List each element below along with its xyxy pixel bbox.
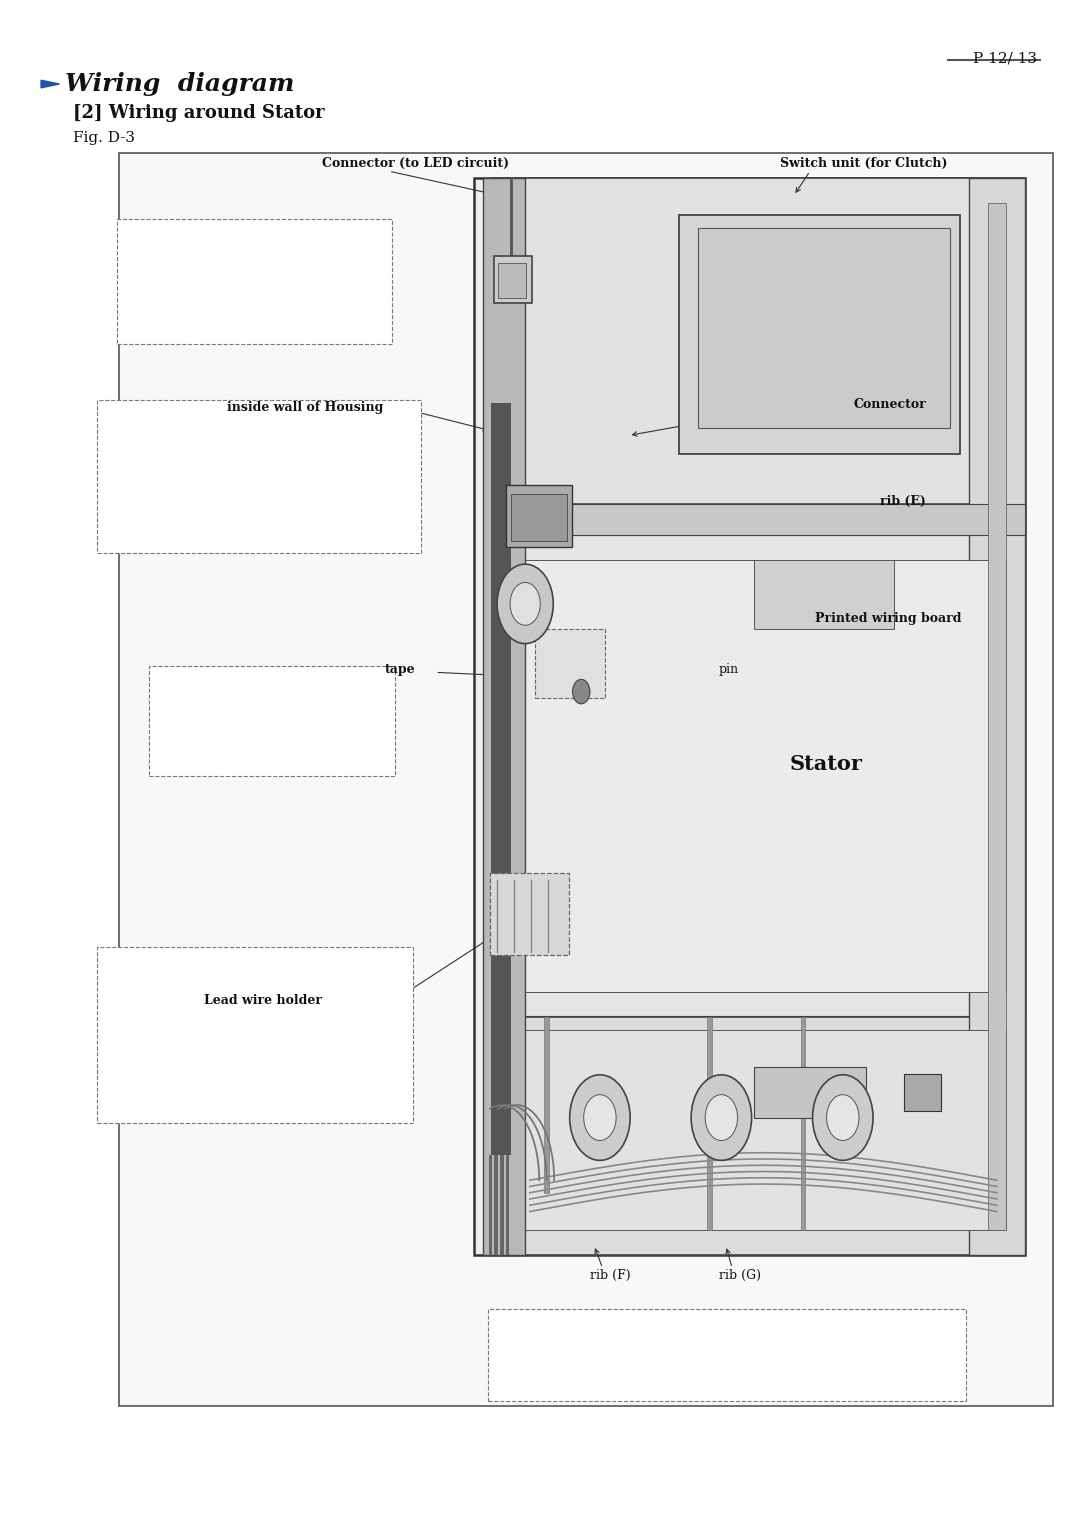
Circle shape [572, 680, 590, 704]
Text: Fig. D-3: Fig. D-3 [73, 130, 135, 145]
Bar [495, 1155, 498, 1256]
Circle shape [691, 1074, 752, 1160]
Bar [495, 255, 531, 303]
Text: rib (E): rib (E) [880, 495, 926, 507]
Text: tape: tape [386, 663, 416, 675]
Bar [987, 203, 1007, 1230]
Bar [97, 947, 413, 1123]
Text: Lead wire holder: Lead wire holder [204, 995, 322, 1007]
Bar [474, 177, 1025, 1256]
Bar [707, 1018, 712, 1230]
Text: First, put the following Lead wires
from Controller in place:
*Lead wires to LED: First, put the following Lead wires from… [105, 958, 336, 1047]
Bar [492, 177, 1025, 504]
Bar [488, 1309, 966, 1401]
Bar [489, 872, 569, 955]
Text: Connector (to LED circuit): Connector (to LED circuit) [322, 157, 510, 170]
Bar [505, 1155, 510, 1256]
Text: Switch unit (for Clutch): Switch unit (for Clutch) [780, 157, 948, 170]
Text: P 12/ 13: P 12/ 13 [973, 52, 1037, 66]
Bar [544, 1018, 549, 1193]
Bar [489, 1155, 492, 1256]
Bar [507, 484, 572, 547]
Bar [511, 559, 1007, 992]
Bar [754, 559, 894, 630]
Text: Connector: Connector [853, 399, 926, 411]
Bar [117, 219, 392, 344]
Bar [511, 494, 567, 541]
Circle shape [510, 582, 540, 625]
Text: Wiring  diagram: Wiring diagram [65, 72, 294, 96]
Circle shape [569, 1074, 630, 1160]
Bar [492, 535, 1025, 1018]
Text: Route six Lead wires (orange, black, white,
yellow, blue, red) from Controller t: Route six Lead wires (orange, black, whi… [496, 1320, 734, 1357]
Bar [800, 1018, 806, 1230]
Bar [119, 153, 1053, 1406]
Bar [698, 228, 950, 428]
Text: Stator: Stator [789, 753, 863, 775]
Bar [535, 630, 605, 698]
Bar [97, 400, 421, 553]
Bar [492, 1018, 1025, 1256]
Text: [2] Wiring around Stator: [2] Wiring around Stator [73, 104, 325, 122]
Bar [490, 403, 511, 1155]
Circle shape [812, 1074, 873, 1160]
Circle shape [705, 1094, 738, 1140]
Text: pin: pin [718, 663, 739, 675]
Text: inside wall of Housing: inside wall of Housing [227, 402, 383, 414]
Text: Route three Lead wires
(orange, white, blue) from
Controller to Stator between
t: Route three Lead wires (orange, white, b… [157, 677, 315, 726]
Bar [500, 1155, 503, 1256]
Circle shape [497, 564, 553, 643]
Bar [149, 666, 395, 776]
Bar [498, 263, 526, 298]
Text: rib (F): rib (F) [590, 1270, 631, 1282]
Circle shape [583, 1094, 616, 1140]
Circle shape [826, 1094, 859, 1140]
Bar [679, 215, 959, 454]
Bar [483, 177, 525, 1256]
Bar [904, 1074, 941, 1111]
Text: rib (G): rib (G) [719, 1270, 760, 1282]
Bar [754, 1068, 866, 1117]
Text: Put Connectors and the slack
portion of Lead wires in the space
between rib (E) : Put Connectors and the slack portion of … [124, 229, 312, 278]
Bar [492, 504, 1025, 535]
Bar [969, 177, 1025, 1256]
Text: Route the following Lead wires from Controller
between rib (E) and the inside wa: Route the following Lead wires from Cont… [105, 411, 366, 486]
Polygon shape [41, 79, 59, 87]
Text: Printed wiring board: Printed wiring board [815, 613, 962, 625]
Bar [511, 1030, 1007, 1230]
